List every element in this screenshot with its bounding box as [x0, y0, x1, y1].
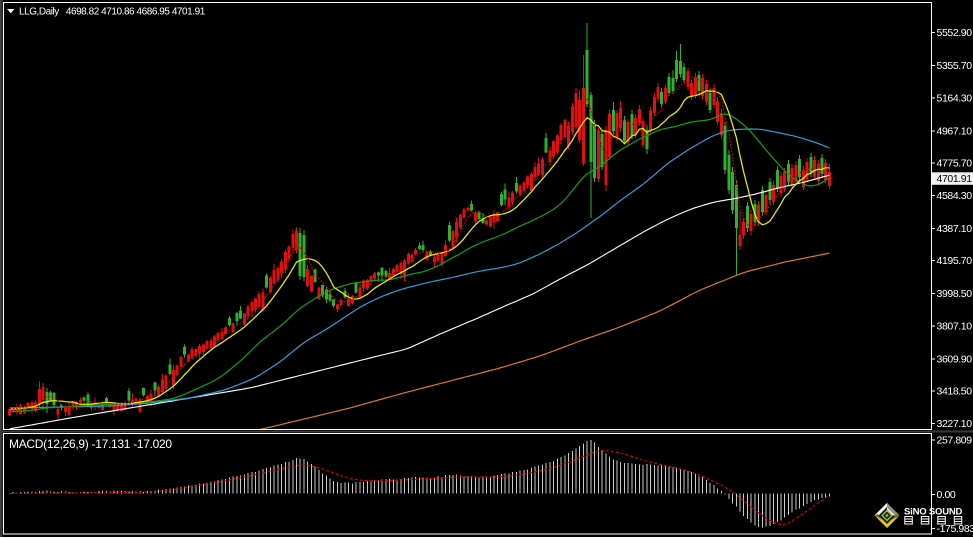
- svg-text:LLG,Daily 4698.82 4710.86 46: LLG,Daily 4698.82 4710.86 4686.95 4701.9…: [19, 7, 206, 18]
- svg-text:4701.91: 4701.91: [937, 173, 973, 185]
- svg-text:3609.90: 3609.90: [937, 354, 973, 366]
- svg-text:MACD(12,26,9) -17.131 -17.020: MACD(12,26,9) -17.131 -17.020: [9, 437, 172, 451]
- svg-text:5164.30: 5164.30: [937, 92, 973, 104]
- svg-text:-175.983: -175.983: [937, 523, 973, 535]
- svg-text:4775.70: 4775.70: [937, 158, 973, 170]
- svg-text:4584.30: 4584.30: [937, 190, 973, 202]
- svg-text:5552.90: 5552.90: [937, 27, 973, 39]
- svg-text:257.809: 257.809: [937, 435, 973, 447]
- svg-text:3418.50: 3418.50: [937, 386, 973, 398]
- svg-text:4195.70: 4195.70: [937, 255, 973, 267]
- svg-text:SiNO SOUND: SiNO SOUND: [904, 507, 963, 518]
- svg-text:4967.10: 4967.10: [937, 126, 973, 138]
- svg-text:3227.10: 3227.10: [937, 418, 973, 430]
- svg-text:0.00: 0.00: [937, 489, 956, 501]
- svg-text:4387.10: 4387.10: [937, 223, 973, 235]
- svg-text:5355.70: 5355.70: [937, 60, 973, 72]
- svg-text:3998.50: 3998.50: [937, 288, 973, 300]
- svg-text:3807.10: 3807.10: [937, 320, 973, 332]
